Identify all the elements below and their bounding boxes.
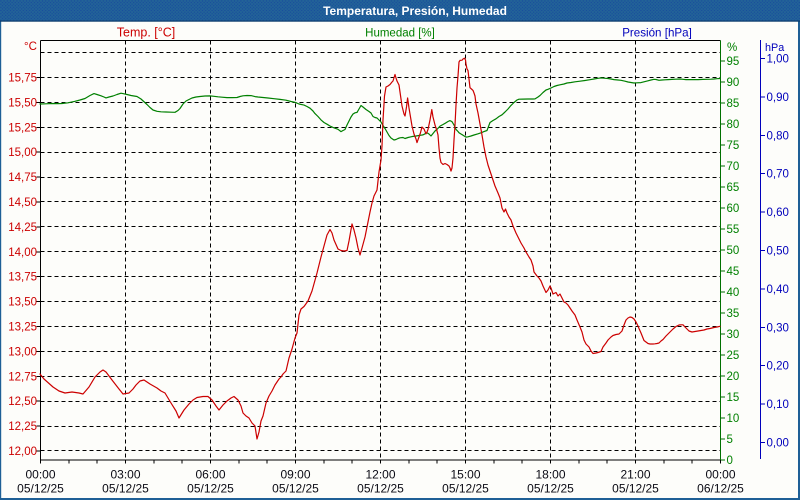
svg-text:20: 20: [727, 371, 740, 383]
svg-text:13,50: 13,50: [8, 297, 37, 309]
svg-text:14,75: 14,75: [8, 172, 37, 184]
svg-text:0,70: 0,70: [767, 169, 789, 181]
svg-text:14,00: 14,00: [8, 247, 37, 259]
svg-text:15,75: 15,75: [8, 73, 37, 85]
svg-text:45: 45: [727, 266, 740, 278]
svg-text:0,20: 0,20: [767, 361, 789, 373]
svg-text:15,25: 15,25: [8, 122, 37, 134]
svg-text:12,00: 12,00: [8, 446, 37, 458]
svg-text:13,75: 13,75: [8, 272, 37, 284]
svg-text:12,25: 12,25: [8, 421, 37, 433]
svg-text:0,60: 0,60: [767, 207, 789, 219]
svg-text:35: 35: [727, 308, 740, 320]
svg-text:0,00: 0,00: [767, 438, 789, 450]
svg-text:1,00: 1,00: [767, 54, 789, 66]
svg-text:00:00: 00:00: [25, 468, 55, 482]
svg-text:Presión [hPa]: Presión [hPa]: [622, 27, 692, 40]
svg-text:85: 85: [727, 98, 740, 110]
svg-text:05/12/25: 05/12/25: [357, 482, 404, 496]
svg-text:12:00: 12:00: [365, 468, 395, 482]
svg-text:12,50: 12,50: [8, 396, 37, 408]
svg-text:°C: °C: [24, 41, 37, 53]
svg-text:0,10: 0,10: [767, 399, 789, 411]
svg-text:%: %: [727, 42, 737, 54]
svg-text:hPa: hPa: [765, 42, 784, 54]
svg-text:05/12/25: 05/12/25: [102, 482, 149, 496]
svg-text:0,30: 0,30: [767, 322, 789, 334]
svg-text:05/12/25: 05/12/25: [442, 482, 489, 496]
svg-text:05/12/25: 05/12/25: [272, 482, 319, 496]
svg-text:05/12/25: 05/12/25: [17, 482, 64, 496]
svg-text:90: 90: [727, 77, 740, 89]
svg-text:14,25: 14,25: [8, 222, 37, 234]
svg-text:00:00: 00:00: [705, 468, 735, 482]
svg-text:13,25: 13,25: [8, 322, 37, 334]
svg-text:0,40: 0,40: [767, 284, 789, 296]
svg-text:15,00: 15,00: [8, 147, 37, 159]
svg-text:5: 5: [727, 434, 733, 446]
svg-text:0,80: 0,80: [767, 130, 789, 142]
svg-text:95: 95: [727, 56, 740, 68]
svg-text:70: 70: [727, 161, 740, 173]
svg-text:15,50: 15,50: [8, 97, 37, 109]
svg-text:03:00: 03:00: [110, 468, 140, 482]
svg-text:50: 50: [727, 245, 740, 257]
svg-text:80: 80: [727, 119, 740, 131]
svg-text:0: 0: [727, 455, 733, 467]
svg-text:12,75: 12,75: [8, 371, 37, 383]
svg-text:40: 40: [727, 287, 740, 299]
svg-text:18:00: 18:00: [535, 468, 565, 482]
svg-text:14,50: 14,50: [8, 197, 37, 209]
svg-text:60: 60: [727, 203, 740, 215]
svg-text:0,90: 0,90: [767, 92, 789, 104]
svg-text:15: 15: [727, 392, 740, 404]
svg-text:06:00: 06:00: [195, 468, 225, 482]
svg-text:06/12/25: 06/12/25: [697, 482, 744, 496]
svg-text:30: 30: [727, 329, 740, 341]
svg-text:Humedad [%]: Humedad [%]: [365, 28, 435, 40]
svg-text:25: 25: [727, 350, 740, 362]
svg-text:05/12/25: 05/12/25: [527, 482, 574, 496]
svg-text:09:00: 09:00: [280, 468, 310, 482]
svg-text:Temperatura, Presión, Humedad: Temperatura, Presión, Humedad: [323, 4, 507, 18]
svg-text:05/12/25: 05/12/25: [612, 482, 659, 496]
svg-text:10: 10: [727, 413, 740, 425]
svg-text:13,00: 13,00: [8, 346, 37, 358]
svg-text:Temp. [°C]: Temp. [°C]: [117, 26, 175, 40]
svg-text:21:00: 21:00: [620, 468, 650, 482]
svg-text:15:00: 15:00: [450, 468, 480, 482]
svg-text:0,50: 0,50: [767, 246, 789, 258]
svg-text:55: 55: [727, 224, 740, 236]
svg-text:05/12/25: 05/12/25: [187, 482, 234, 496]
svg-text:65: 65: [727, 182, 740, 194]
svg-text:75: 75: [727, 140, 740, 152]
